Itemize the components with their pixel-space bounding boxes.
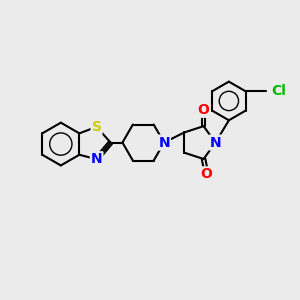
Text: N: N [210,136,221,150]
Text: S: S [92,120,102,134]
Text: O: O [201,167,212,182]
Text: N: N [158,136,170,150]
Text: N: N [91,152,102,166]
Text: Cl: Cl [271,84,286,98]
Text: O: O [198,103,209,117]
